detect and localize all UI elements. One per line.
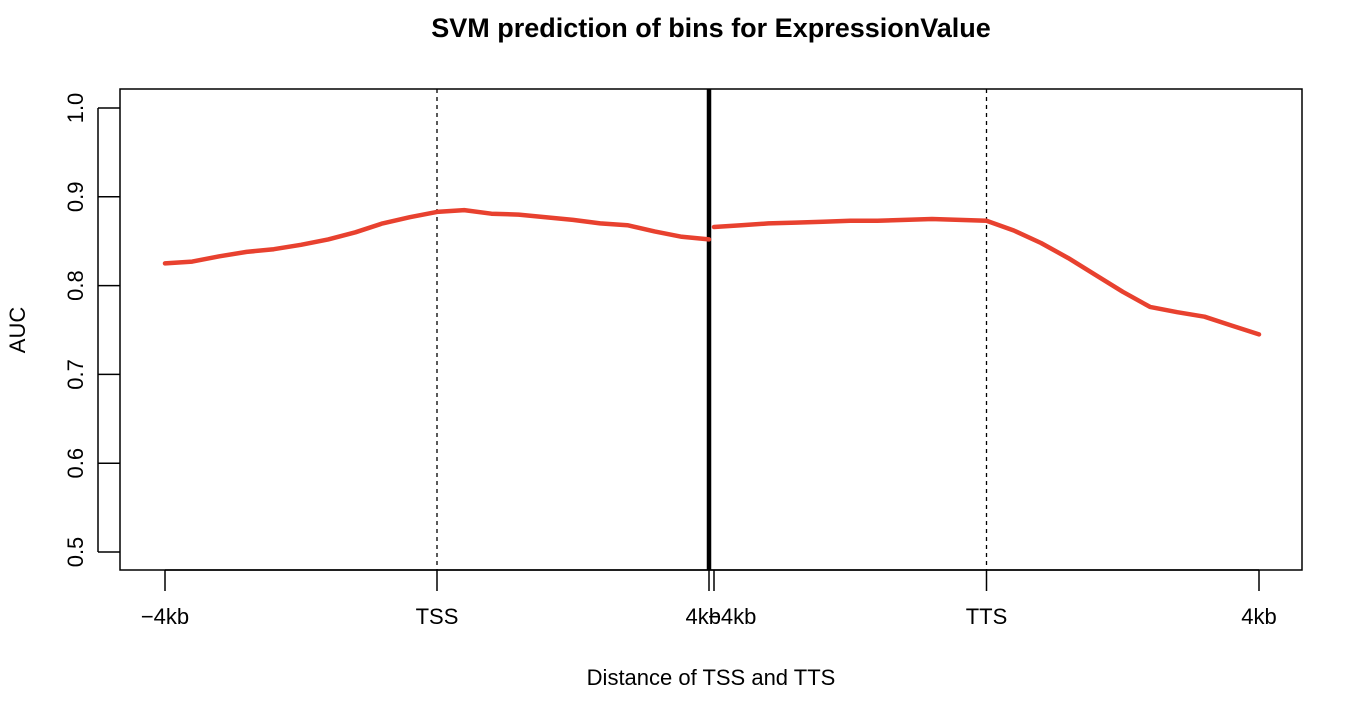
y-axis: 0.5 0.6 0.7 0.8 0.9 1.0 — [63, 93, 120, 568]
chart-title: SVM prediction of bins for ExpressionVal… — [431, 13, 991, 43]
y-tick-label: 0.6 — [63, 448, 88, 479]
y-tick-label: 0.5 — [63, 537, 88, 568]
x-tick-label: −4kb — [141, 604, 189, 629]
y-tick-label: 0.9 — [63, 182, 88, 213]
x-tick-label: TTS — [966, 604, 1008, 629]
x-axis-label: Distance of TSS and TTS — [587, 665, 836, 690]
y-axis-label: AUC — [5, 307, 30, 354]
series-line-tss — [162, 207, 712, 266]
x-tick-label: 4kb — [1241, 604, 1276, 629]
reference-lines — [436, 89, 988, 570]
series-group — [162, 207, 1262, 337]
x-tick-label: −4kb — [708, 604, 756, 629]
y-tick-label: 1.0 — [63, 93, 88, 124]
x-axis: −4kb TSS 4kb−4kb TTS 4kb — [141, 569, 1277, 629]
y-tick-label: 0.8 — [63, 270, 88, 301]
x-tick-label: TSS — [416, 604, 459, 629]
x-tick-label: 4kb — [686, 604, 721, 629]
series-line-tts — [711, 216, 1262, 337]
y-tick-label: 0.7 — [63, 359, 88, 390]
